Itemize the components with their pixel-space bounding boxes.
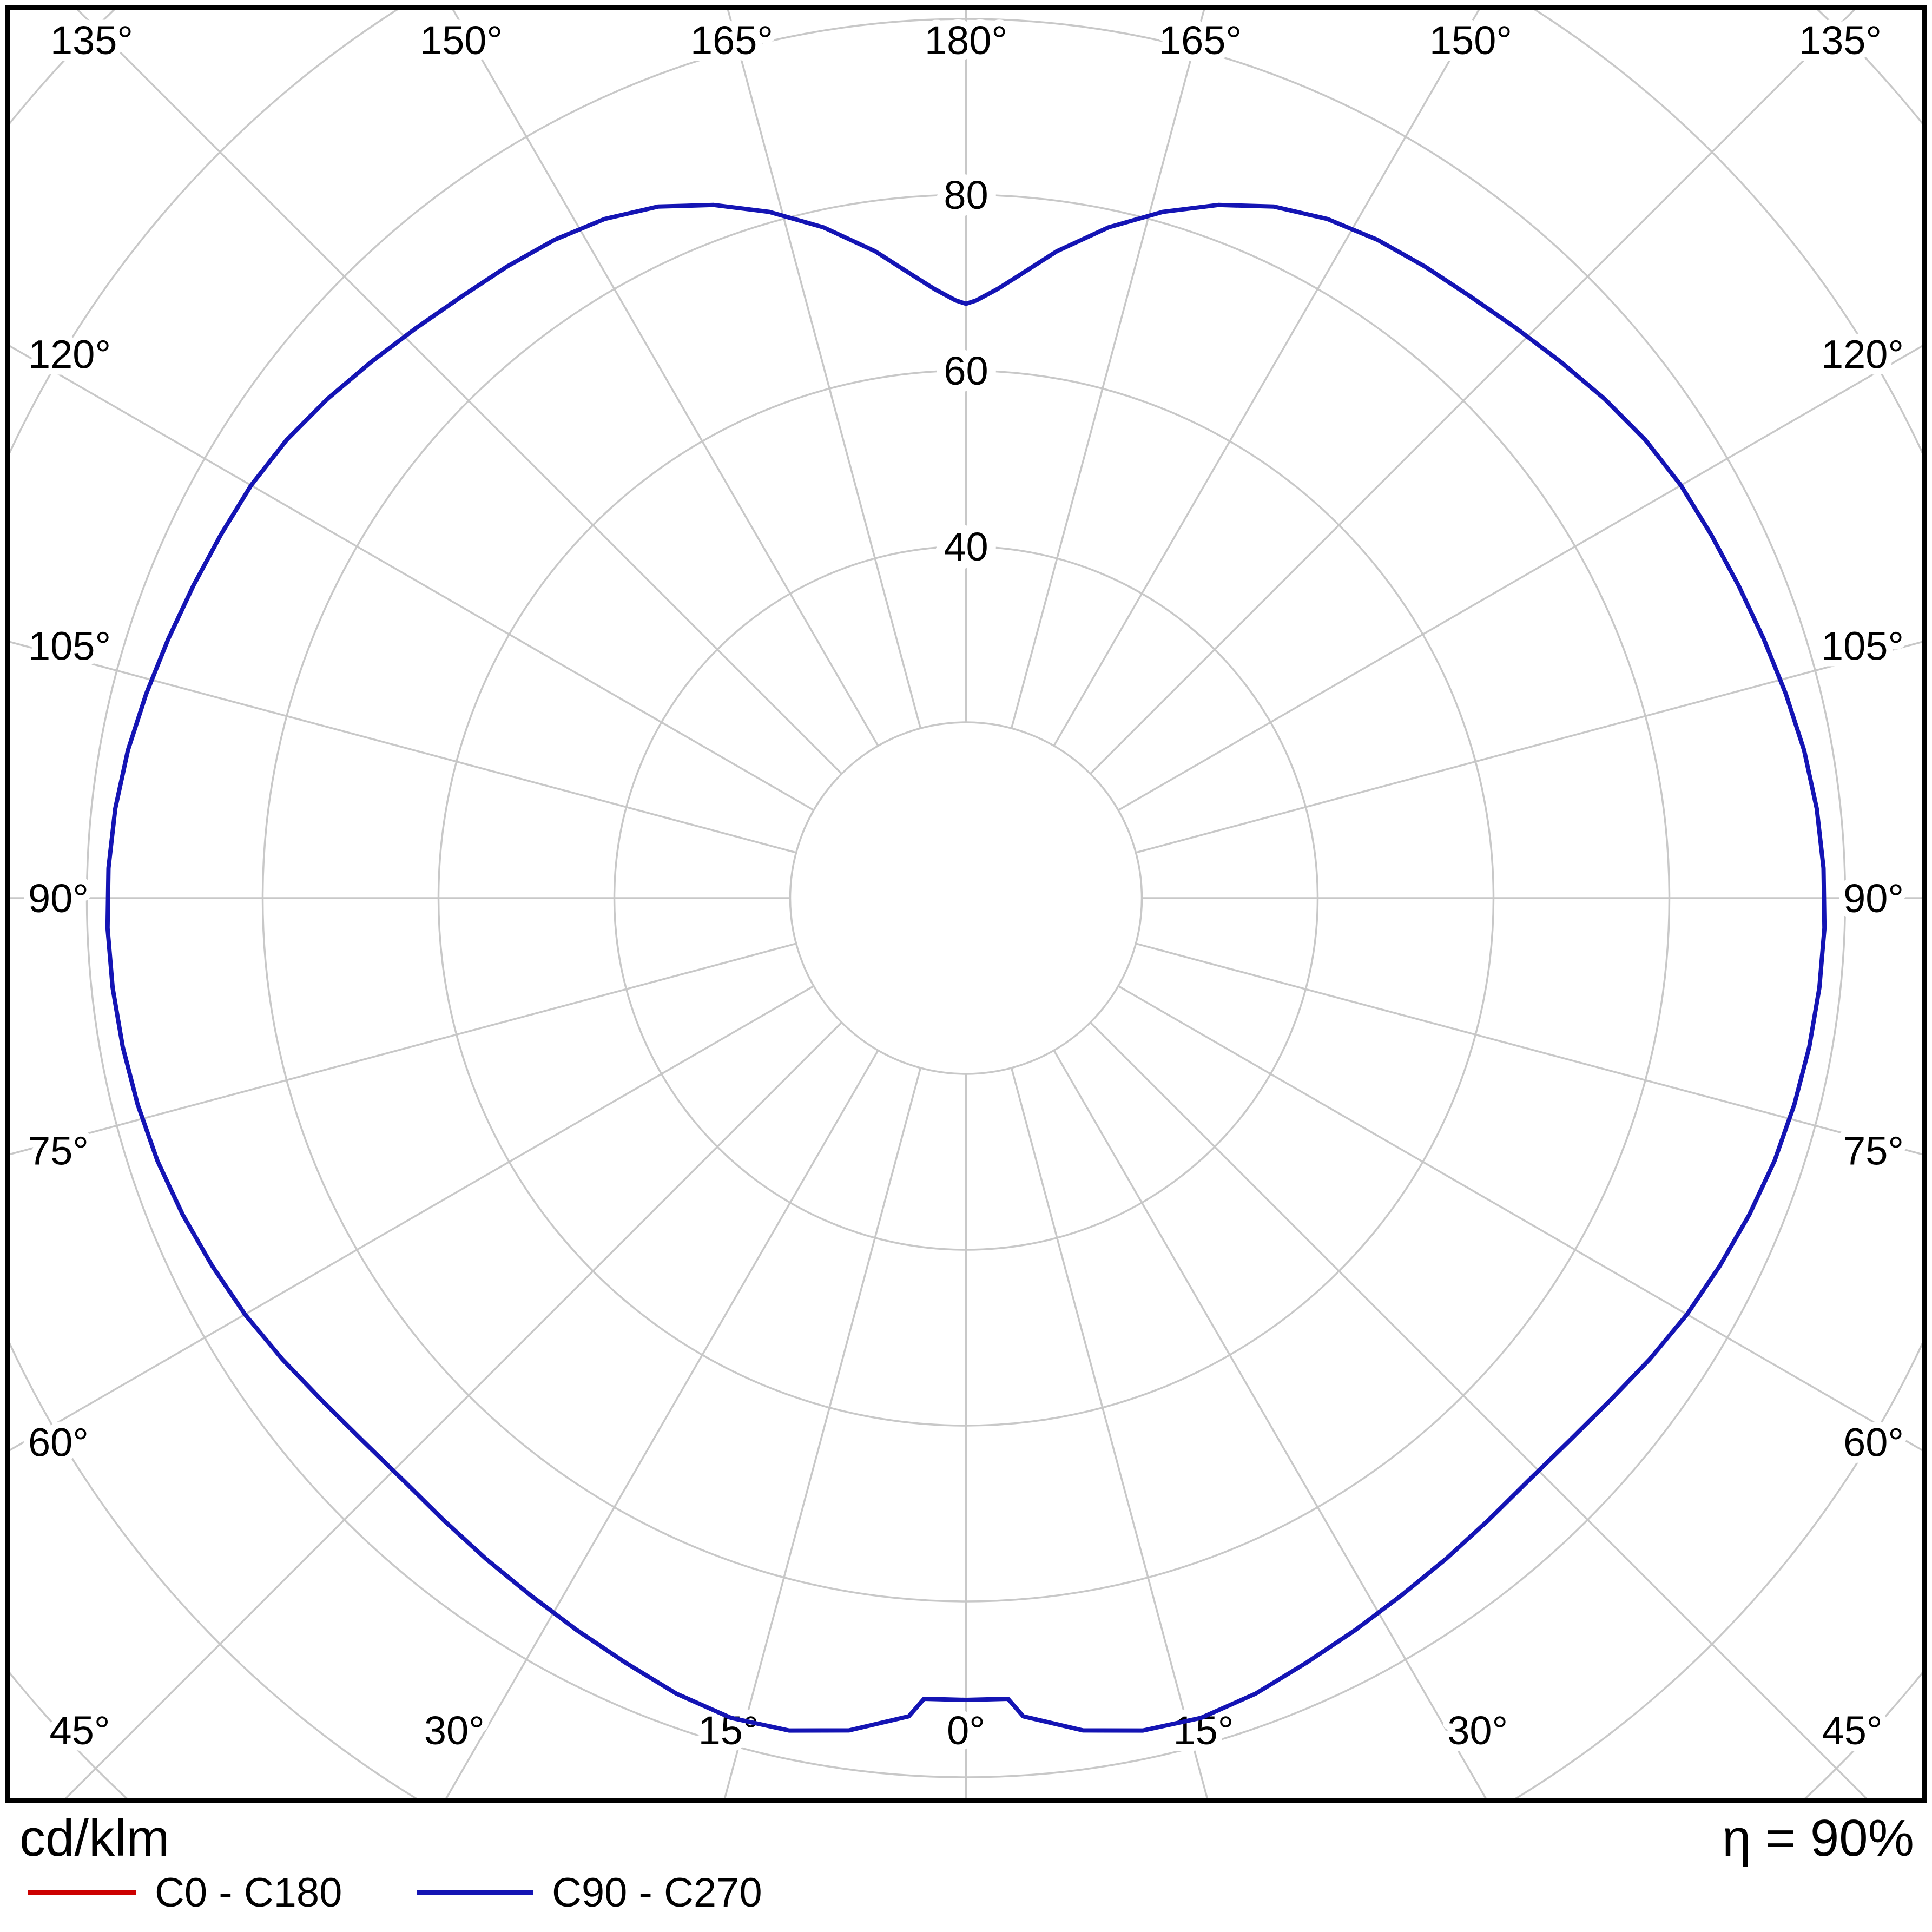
grid-spoke <box>445 1050 879 1798</box>
angle-label: 30° <box>424 1708 485 1753</box>
angle-label: 75° <box>1843 1129 1904 1173</box>
angle-label: 120° <box>28 332 111 377</box>
legend: C0 - C180 C90 - C270 <box>28 1870 762 1916</box>
grid-spoke <box>1010 10 1205 729</box>
grid-spoke <box>10 345 814 812</box>
angle-label: 120° <box>1821 332 1904 377</box>
efficiency-label: η = 90% <box>1722 1809 1914 1867</box>
angle-label: 135° <box>1799 18 1882 63</box>
grid-spoke <box>76 10 842 775</box>
angle-label: 15° <box>1173 1708 1234 1753</box>
angle-label: 180° <box>925 18 1007 63</box>
angle-label: 135° <box>50 18 133 63</box>
angle-label: 60° <box>1843 1420 1904 1465</box>
angle-label: 45° <box>1822 1708 1883 1753</box>
grid-spoke <box>1135 641 1922 854</box>
grid-spoke <box>727 10 922 729</box>
ring-label: 60 <box>944 348 988 393</box>
grid-ring <box>789 721 1143 1075</box>
angle-label: 105° <box>1821 623 1904 668</box>
intensity-curve <box>105 202 1827 1733</box>
grid-spoke <box>723 1067 922 1798</box>
grid-spoke <box>1090 10 1856 775</box>
angle-label: 60° <box>28 1420 89 1465</box>
grid-spoke <box>1010 1067 1209 1798</box>
angle-label: 90° <box>28 876 89 921</box>
angle-label: 150° <box>420 18 503 63</box>
legend-label-c0-c180: C0 - C180 <box>155 1870 342 1916</box>
grid-spoke <box>1118 985 1922 1452</box>
ring-label: 80 <box>944 173 988 217</box>
grid-spoke <box>64 1021 842 1798</box>
grid-spoke <box>10 641 797 854</box>
angle-label: 45° <box>50 1708 110 1753</box>
legend-label-c90-c270: C90 - C270 <box>552 1870 762 1916</box>
ring-label: 40 <box>944 524 988 569</box>
grid-spoke <box>10 985 814 1452</box>
angle-label: 150° <box>1429 18 1512 63</box>
angle-label: 75° <box>28 1129 89 1173</box>
angle-label: 165° <box>1159 18 1242 63</box>
unit-label: cd/klm <box>19 1809 169 1867</box>
grid-spoke <box>452 10 879 747</box>
intensity-curves <box>105 202 1827 1733</box>
grid-spoke <box>1135 942 1922 1156</box>
angle-label: 165° <box>690 18 773 63</box>
angle-label: 30° <box>1447 1708 1508 1753</box>
chart-frame <box>5 5 1927 1803</box>
grid-spoke <box>1053 1050 1487 1798</box>
grid-spoke <box>1053 10 1480 747</box>
angle-label: 0° <box>947 1708 985 1753</box>
grid-spoke <box>1118 345 1922 812</box>
grid-spoke <box>10 942 797 1156</box>
angle-label: 105° <box>28 623 111 668</box>
grid-spoke <box>1090 1021 1868 1798</box>
angle-label: 90° <box>1843 876 1904 921</box>
